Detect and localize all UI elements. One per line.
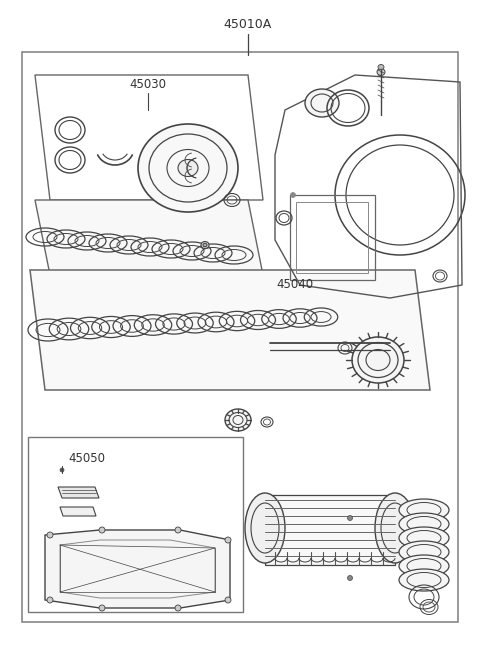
Ellipse shape	[225, 409, 251, 431]
Ellipse shape	[399, 541, 449, 563]
Ellipse shape	[175, 527, 181, 533]
Text: 45030: 45030	[130, 79, 167, 92]
Bar	[22, 52, 458, 622]
Ellipse shape	[352, 337, 404, 383]
Ellipse shape	[60, 468, 64, 472]
Ellipse shape	[348, 515, 352, 521]
Polygon shape	[45, 530, 230, 608]
Text: 45010A: 45010A	[224, 18, 272, 31]
Ellipse shape	[377, 69, 385, 75]
Ellipse shape	[245, 493, 285, 563]
Ellipse shape	[399, 513, 449, 535]
Ellipse shape	[375, 493, 415, 563]
Ellipse shape	[99, 527, 105, 533]
Ellipse shape	[178, 160, 198, 176]
Polygon shape	[60, 507, 96, 516]
Polygon shape	[30, 270, 430, 390]
Polygon shape	[265, 495, 395, 565]
Bar	[28, 437, 243, 612]
Ellipse shape	[47, 597, 53, 603]
Ellipse shape	[201, 242, 209, 248]
Ellipse shape	[348, 576, 352, 580]
Polygon shape	[58, 487, 99, 498]
Ellipse shape	[399, 499, 449, 521]
Ellipse shape	[99, 605, 105, 611]
Ellipse shape	[203, 243, 207, 247]
Ellipse shape	[138, 124, 238, 212]
Ellipse shape	[175, 605, 181, 611]
Text: 45040: 45040	[276, 278, 313, 291]
Polygon shape	[35, 200, 263, 275]
Ellipse shape	[399, 555, 449, 577]
Ellipse shape	[305, 89, 339, 117]
Ellipse shape	[290, 193, 296, 198]
Ellipse shape	[399, 527, 449, 549]
Ellipse shape	[399, 569, 449, 591]
Ellipse shape	[225, 597, 231, 603]
Ellipse shape	[378, 64, 384, 69]
Ellipse shape	[47, 532, 53, 538]
Text: 45050: 45050	[68, 451, 105, 464]
Polygon shape	[35, 75, 263, 200]
Ellipse shape	[225, 537, 231, 543]
